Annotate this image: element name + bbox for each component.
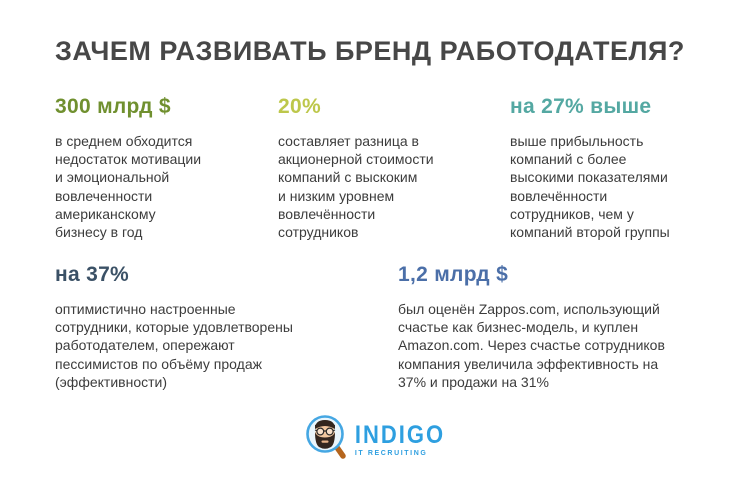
- stat-description: составляет разница в акционерной стоимос…: [278, 133, 434, 240]
- stat-block-1-2-billion: 1,2 млрд $ был оценён Zappos.com, исполь…: [398, 263, 723, 391]
- stat-block-27-percent-higher: на 27% выше выше прибыльность компаний с…: [510, 95, 725, 241]
- logo-name: INDIGO: [354, 420, 446, 449]
- stat-description: в среднем обходится недостаток мотивации…: [55, 133, 202, 240]
- stat-value: 1,2 млрд $: [398, 263, 509, 286]
- stat-description: выше прибыльность компаний с более высок…: [510, 133, 670, 240]
- magnifier-bearded-man-icon: [305, 414, 347, 467]
- stat-value: на 27% выше: [510, 95, 652, 118]
- stat-block-37-percent: на 37% оптимистично настроенные сотрудни…: [55, 263, 375, 391]
- stat-value: 20%: [278, 95, 321, 118]
- stat-block-300-billion: 300 млрд $ в среднем обходится недостато…: [55, 95, 275, 241]
- stat-description: оптимистично настроенные сотрудники, кот…: [55, 301, 293, 390]
- logo-text: INDIGO IT RECRUITING: [354, 420, 446, 457]
- stat-value: 300 млрд $: [55, 95, 171, 118]
- page-title: ЗАЧЕМ РАЗВИВАТЬ БРЕНД РАБОТОДАТЕЛЯ?: [55, 36, 685, 66]
- logo: INDIGO IT RECRUITING: [0, 414, 750, 467]
- logo-tagline: IT RECRUITING: [354, 450, 428, 457]
- stat-block-20-percent: 20% составляет разница в акционерной сто…: [278, 95, 503, 241]
- stat-description: был оценён Zappos.com, использующий счас…: [398, 301, 665, 390]
- stat-value: на 37%: [55, 263, 130, 286]
